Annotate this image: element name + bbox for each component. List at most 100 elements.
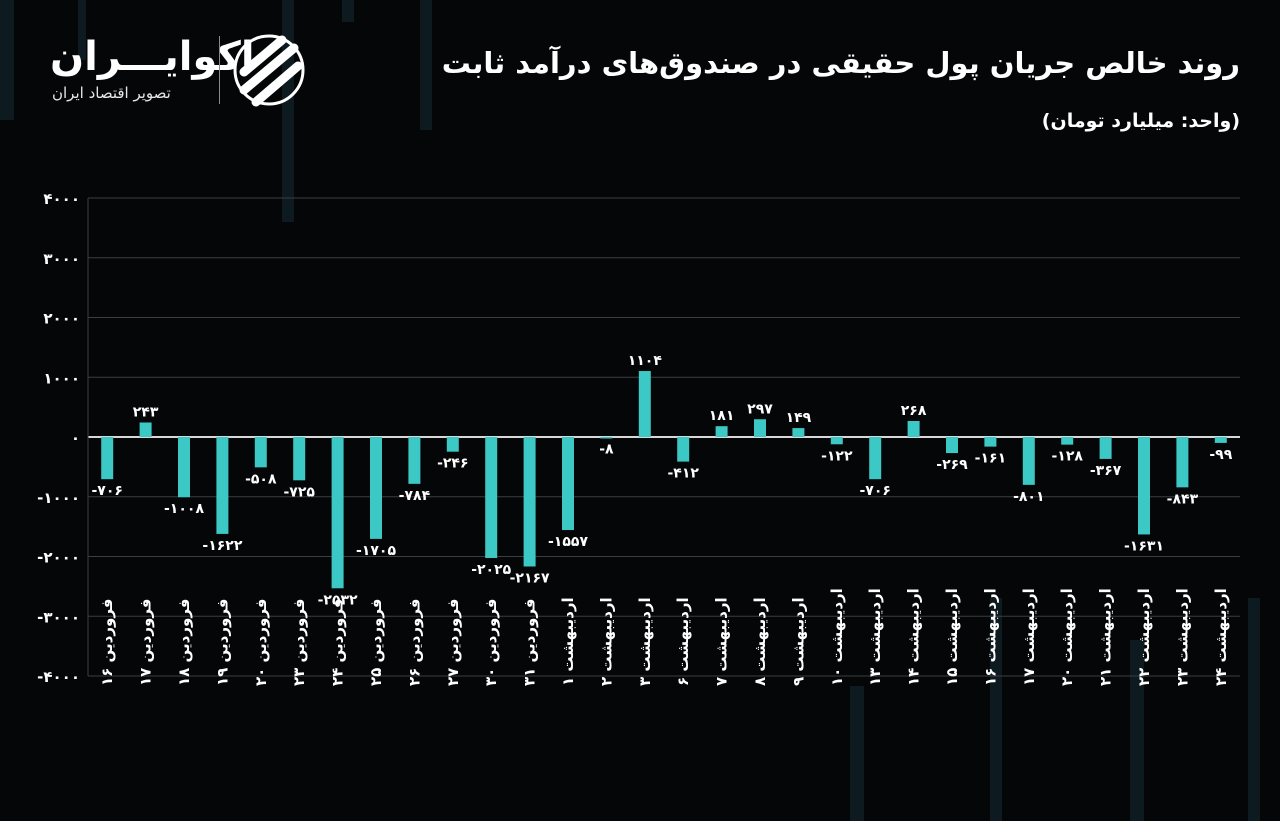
bar — [254, 437, 267, 468]
x-tick-label: اردیبهشت ۱۰ — [828, 588, 846, 686]
bar — [216, 437, 229, 534]
y-tick-label: ۴۰۰۰ — [43, 190, 80, 208]
data-label: ۱۴۹ — [786, 410, 812, 426]
x-tick-label: فروردین ۲۴ — [329, 599, 347, 686]
x-tick-label: اردیبهشت ۲ — [597, 597, 615, 686]
x-tick-label: فروردین ۲۰ — [252, 599, 270, 686]
ecoiran-stripes-icon — [233, 34, 305, 107]
bar — [907, 420, 920, 437]
logo-tagline: تصویر اقتصاد ایران — [52, 84, 171, 102]
bar — [1099, 437, 1112, 459]
x-tick-label: فروردین ۲۷ — [444, 599, 462, 686]
x-tick-label: فروردین ۱۶ — [98, 599, 116, 686]
data-label: -۲۱۶۷ — [510, 570, 550, 586]
data-label: ۱۱۰۴ — [628, 353, 663, 369]
logo-divider — [219, 36, 220, 104]
data-label: -۱۵۵۷ — [548, 534, 588, 550]
bar — [946, 437, 958, 454]
x-tick-label: اردیبهشت ۱ — [559, 597, 577, 686]
x-tick-label: فروردین ۱۹ — [213, 599, 231, 686]
data-label: -۱۰۰۸ — [164, 501, 204, 517]
x-tick-label: اردیبهشت ۱۵ — [943, 588, 961, 686]
x-tick-label: فروردین ۳۱ — [521, 599, 539, 686]
x-tick-label: اردیبهشت ۱۷ — [1020, 588, 1038, 686]
data-label: -۱۶۲۲ — [202, 538, 242, 554]
data-label: -۷۸۴ — [399, 488, 431, 504]
y-tick-label: ۰ — [71, 429, 80, 447]
x-tick-label: اردیبهشت ۷ — [713, 597, 731, 686]
x-tick-label: اردیبهشت ۲۲ — [1135, 588, 1153, 686]
y-tick-label: -۳۰۰۰ — [37, 608, 80, 626]
x-tick-label: اردیبهشت ۲۰ — [1058, 588, 1076, 686]
chart-title: روند خالص جریان پول حقیقی در صندوق‌های د… — [441, 46, 1240, 80]
bar — [485, 437, 498, 558]
x-tick-label: فروردین ۳۰ — [482, 599, 500, 686]
data-label: -۲۵۳۲ — [318, 592, 358, 608]
bar — [638, 371, 651, 437]
x-tick-label: فروردین ۱۷ — [137, 599, 155, 686]
bar — [1138, 437, 1150, 535]
data-label: -۲۰۲۵ — [471, 562, 511, 578]
data-label: -۷۰۶ — [91, 483, 122, 499]
data-label: -۵۰۸ — [245, 471, 277, 487]
data-label: -۲۶۹ — [936, 457, 968, 473]
data-label: -۱۶۳۱ — [1124, 538, 1164, 554]
bar — [293, 437, 306, 481]
bar — [408, 437, 421, 484]
data-label: -۸ — [599, 441, 614, 457]
bar — [984, 437, 997, 447]
y-tick-label: ۳۰۰۰ — [43, 250, 80, 268]
x-tick-label: اردیبهشت ۸ — [751, 597, 769, 686]
x-tick-label: فروردین ۲۵ — [367, 599, 385, 686]
y-tick-label: ۲۰۰۰ — [43, 310, 80, 328]
data-label: -۸۰۱ — [1013, 489, 1044, 505]
bar — [370, 437, 382, 539]
x-tick-label: فروردین ۲۳ — [290, 599, 308, 686]
bar — [1022, 437, 1035, 485]
bar — [1176, 437, 1189, 488]
data-label: -۴۱۲ — [667, 466, 699, 482]
data-label: ۱۸۱ — [709, 408, 735, 424]
bar — [1214, 437, 1227, 443]
x-tick-label: اردیبهشت ۲۱ — [1097, 588, 1115, 686]
bar — [562, 437, 574, 531]
bar — [677, 437, 690, 462]
bar — [178, 437, 190, 498]
bar — [715, 426, 728, 437]
y-tick-label: ۱۰۰۰ — [43, 369, 80, 387]
bar — [139, 422, 152, 437]
bar — [754, 419, 766, 437]
bar — [1061, 437, 1074, 445]
x-tick-label: اردیبهشت ۱۶ — [981, 588, 999, 686]
data-label: -۷۰۶ — [859, 483, 890, 499]
x-tick-label: اردیبهشت ۱۴ — [905, 588, 923, 686]
data-label: -۱۷۰۵ — [356, 543, 396, 559]
bar — [101, 437, 114, 480]
header: روند خالص جریان پول حقیقی در صندوق‌های د… — [0, 0, 1280, 150]
y-tick-label: -۲۰۰۰ — [37, 549, 80, 567]
y-tick-label: -۱۰۰۰ — [37, 489, 80, 507]
data-label: ۲۶۸ — [901, 403, 927, 419]
data-label: ۲۹۷ — [747, 401, 773, 417]
data-label: -۳۶۷ — [1090, 463, 1122, 479]
bar — [869, 437, 882, 480]
bar — [331, 437, 344, 589]
bar — [523, 437, 536, 567]
data-label: -۱۶۱ — [975, 451, 1006, 467]
x-tick-label: اردیبهشت ۶ — [674, 597, 692, 686]
x-tick-label: اردیبهشت ۱۳ — [866, 588, 884, 686]
data-label: -۸۴۳ — [1167, 491, 1199, 507]
bar — [446, 437, 459, 452]
data-label: -۹۹ — [1209, 447, 1232, 463]
x-tick-label: اردیبهشت ۹ — [789, 597, 807, 686]
x-tick-label: فروردین ۱۸ — [175, 599, 193, 686]
x-tick-label: اردیبهشت ۳ — [636, 597, 654, 686]
unit-label: (واحد: میلیارد تومان) — [1041, 110, 1240, 132]
bar — [792, 428, 805, 437]
data-label: -۲۴۶ — [437, 456, 468, 472]
data-label: -۱۲۸ — [1051, 449, 1083, 465]
data-label: -۱۲۲ — [821, 448, 853, 464]
data-label: ۲۴۳ — [133, 404, 159, 420]
x-tick-label: فروردین ۲۶ — [405, 599, 423, 686]
